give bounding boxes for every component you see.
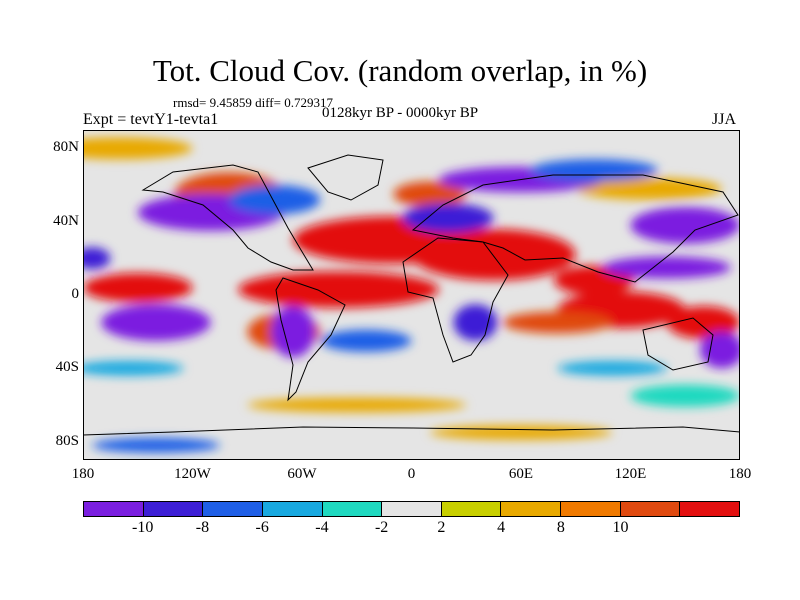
lon-tick-5: 120E	[614, 466, 647, 482]
anomaly-region-27	[320, 329, 412, 352]
anomaly-region-23	[453, 304, 498, 341]
colorbar-box-10	[680, 502, 740, 516]
colorbar-box-8	[561, 502, 621, 516]
anomaly-region-14	[429, 425, 613, 440]
colorbar-box-5	[382, 502, 442, 516]
anomaly-region-16	[101, 304, 211, 341]
anomaly-region-29	[557, 361, 668, 376]
colorbar-label-4: -2	[374, 519, 389, 536]
colorbar-box-3	[262, 502, 323, 516]
lon-tick-0: 180	[71, 466, 95, 482]
season-label: JJA	[712, 111, 737, 128]
anomaly-region-30	[92, 438, 220, 453]
lat-tick-4: 80S	[55, 432, 79, 449]
colorbar-label-2: -6	[255, 519, 269, 536]
colorbar-label-8: 10	[612, 519, 629, 536]
lat-tick-2: 0	[71, 286, 80, 302]
period-label: 0128kyr BP - 0000kyr BP	[322, 105, 479, 121]
anomaly-region-25	[229, 185, 321, 215]
anomaly-region-22	[402, 203, 494, 233]
colorbar-label-3: -4	[315, 519, 329, 536]
anomaly-region-21	[699, 331, 740, 369]
lat-tick-3: 40S	[55, 359, 79, 376]
colorbar-box-9	[620, 502, 681, 516]
anomaly-region-24	[83, 247, 111, 270]
anomaly-region-11	[83, 137, 193, 160]
anomaly-region-2	[238, 271, 439, 308]
lon-tick-3: 0	[407, 466, 416, 482]
colorbar-label-1: -8	[195, 519, 210, 536]
colorbar-box-1	[143, 502, 204, 516]
anomaly-region-31	[630, 384, 740, 407]
rmsd-diff-stats: rmsd= 9.45859 diff= 0.729317	[173, 95, 333, 110]
coastlines	[83, 154, 740, 436]
lon-tick-4: 60E	[508, 466, 534, 482]
colorbar-label-6: 4	[497, 519, 506, 536]
lon-tick-2: 60W	[287, 466, 317, 482]
anomaly-region-1	[411, 229, 576, 281]
anomaly-region-9	[502, 311, 613, 334]
anomaly-region-13	[247, 397, 467, 413]
anomaly-map	[83, 130, 740, 460]
colorbar-label-0: -10	[132, 519, 154, 536]
anomaly-region-19	[630, 207, 740, 244]
anomaly-region-12	[575, 177, 722, 200]
anomaly-region-20	[603, 256, 731, 279]
anomaly-region-8	[393, 181, 467, 207]
colorbar-label-7: 8	[556, 519, 565, 536]
anomaly-region-28	[83, 361, 184, 376]
lon-tick-6: 180	[728, 466, 752, 482]
anomaly-region-26	[530, 159, 658, 182]
map-panel	[83, 130, 740, 460]
colorbar	[83, 501, 740, 517]
anomaly-region-3	[83, 273, 193, 303]
colorbar-box-2	[203, 502, 263, 516]
anomaly-region-5	[667, 306, 740, 339]
lat-tick-1: 40N	[53, 212, 79, 229]
plot-title: Tot. Cloud Cov. (random overlap, in %)	[152, 53, 648, 88]
colorbar-box-7	[501, 502, 562, 516]
experiment-label: Expt = tevtY1-tevta1	[83, 111, 219, 128]
anomaly-region-17	[271, 306, 315, 358]
colorbar-box-4	[322, 502, 383, 516]
colorbar-box-6	[441, 502, 502, 516]
anomaly-fields	[83, 137, 740, 453]
lon-tick-1: 120W	[174, 466, 211, 482]
colorbar-box-0	[84, 502, 144, 516]
colorbar-label-5: 2	[437, 519, 446, 536]
lat-tick-0: 80N	[53, 139, 79, 156]
